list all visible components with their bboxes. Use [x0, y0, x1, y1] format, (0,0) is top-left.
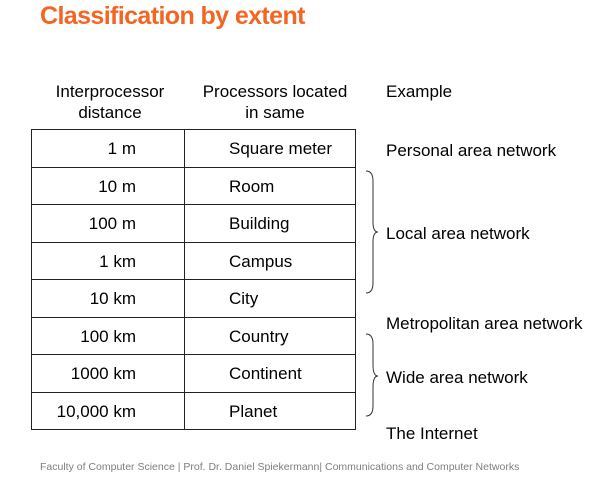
distance-cell: 1 m [31, 129, 185, 168]
table-row: 1 m Square meter [31, 129, 356, 168]
distance-cell: 10 km [31, 279, 185, 318]
table-row: 1000 km Continent [31, 354, 356, 393]
table-row: 10 km City [31, 279, 356, 318]
example-wan: Wide area network [386, 368, 528, 387]
distance-cell: 1000 km [31, 354, 185, 393]
located-cell: Planet [184, 391, 356, 430]
example-lan: Local area network [386, 224, 530, 243]
distance-cell: 10 m [31, 166, 185, 205]
table-row: 100 km Country [31, 316, 356, 355]
located-cell: Country [184, 316, 356, 355]
table-row: 10,000 km Planet [31, 391, 356, 430]
lan-brace [365, 170, 379, 294]
located-cell: City [184, 279, 356, 318]
distance-cell: 1 km [31, 241, 185, 280]
located-cell: Continent [184, 354, 356, 393]
table-row: 100 m Building [31, 204, 356, 243]
header-located: Processors located in same [202, 82, 348, 122]
header-example: Example [386, 82, 453, 101]
distance-cell: 10,000 km [31, 391, 185, 430]
located-cell: Campus [184, 241, 356, 280]
example-man: Metropolitan area network [386, 314, 583, 333]
table-row: 1 km Campus [31, 241, 356, 280]
distance-cell: 100 m [31, 204, 185, 243]
located-cell: Room [184, 166, 356, 205]
wan-brace [365, 333, 379, 417]
table-row: 10 m Room [31, 166, 356, 205]
footer: Faculty of Computer Science | Prof. Dr. … [40, 461, 520, 473]
slide-title: Classification by extent [40, 2, 305, 30]
example-internet: The Internet [386, 424, 478, 443]
extent-table: 1 m Square meter 10 m Room 100 m Building 1… [31, 129, 356, 430]
header-distance: Interprocessor distance [55, 82, 165, 122]
located-cell: Square meter [184, 129, 356, 168]
located-cell: Building [184, 204, 356, 243]
distance-cell: 100 km [31, 316, 185, 355]
example-pan: Personal area network [386, 141, 557, 160]
